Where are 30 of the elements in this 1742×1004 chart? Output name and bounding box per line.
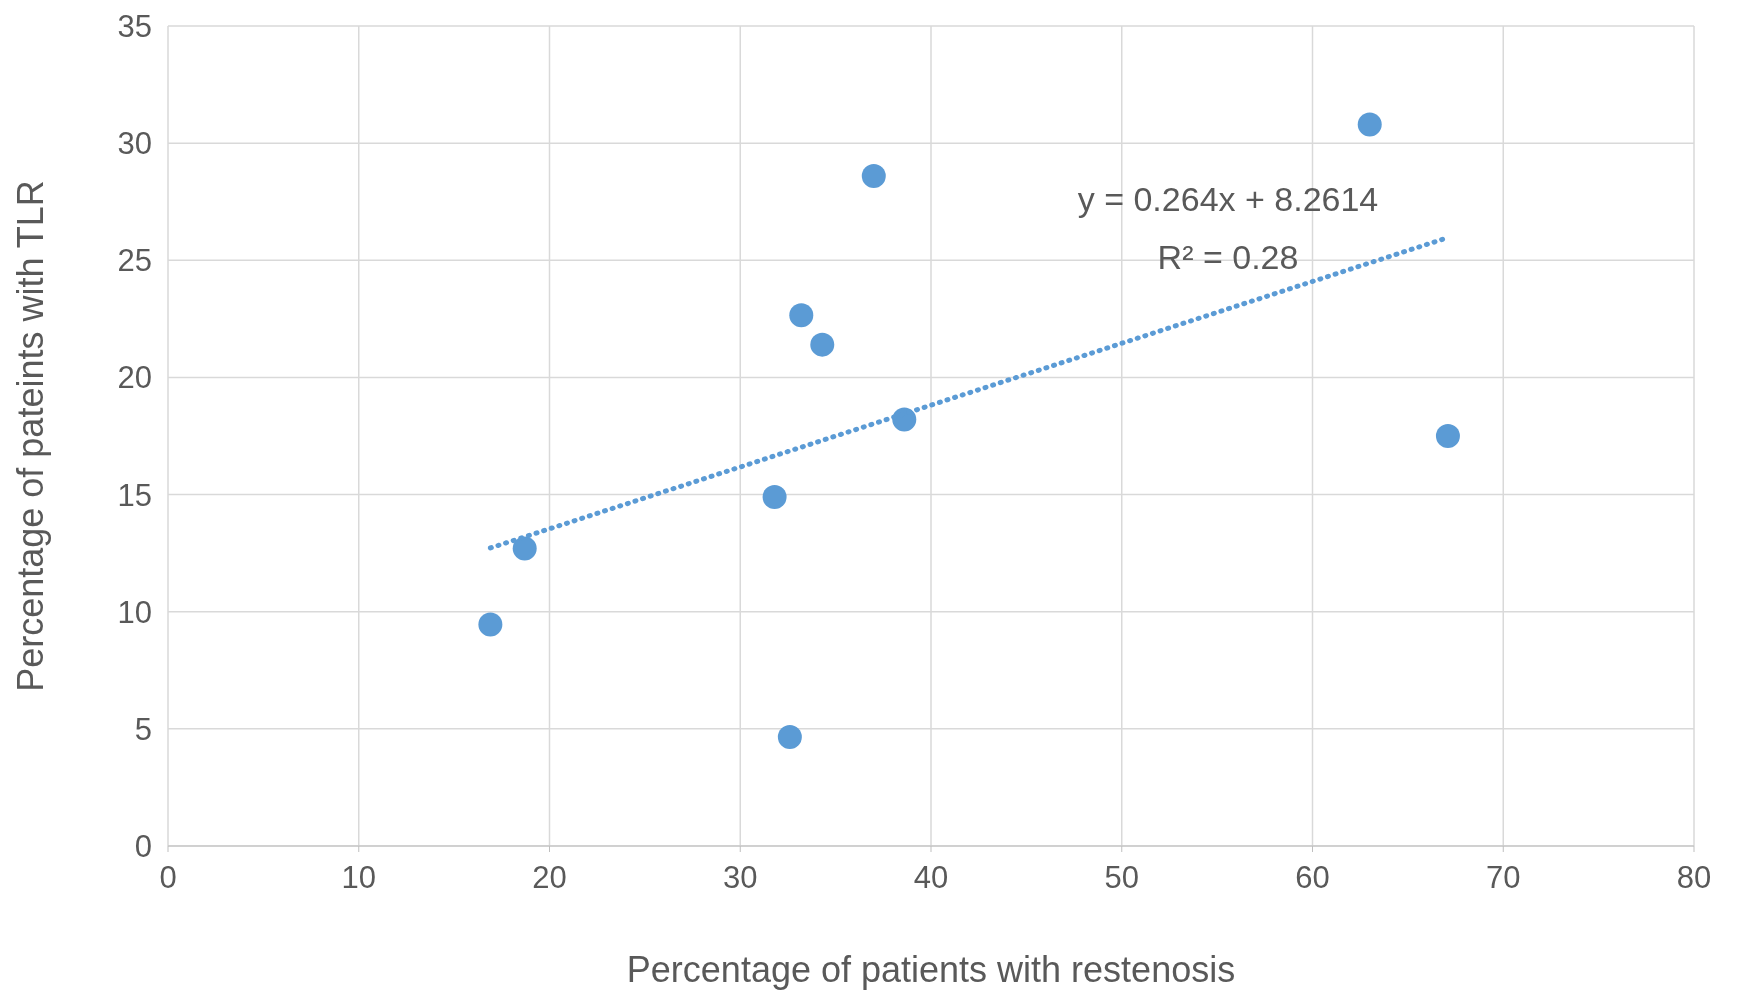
- x-tick-label: 20: [532, 860, 567, 896]
- x-tick-label: 10: [341, 860, 376, 896]
- point: [478, 612, 503, 637]
- x-tick-label: 0: [159, 860, 177, 896]
- y-tick-label: 10: [117, 594, 152, 630]
- x-tick-label: 60: [1295, 860, 1330, 896]
- x-tick-label: 50: [1104, 860, 1139, 896]
- annotation: y = 0.264x + 8.2614: [1076, 180, 1380, 219]
- x-tick-label: 80: [1676, 860, 1712, 896]
- y-tick-label: 15: [117, 477, 152, 513]
- y-tick-label: 30: [117, 126, 152, 162]
- y-tick-label: 20: [117, 360, 152, 396]
- y-tick-label: 0: [134, 829, 152, 865]
- x-axis-title: Percentage of patients with restenosis: [626, 949, 1236, 990]
- x-tick-label: 70: [1486, 860, 1521, 896]
- y-tick-label: 35: [117, 9, 152, 45]
- y-tick-label: 25: [117, 243, 152, 279]
- x-tick-label: 40: [913, 860, 949, 896]
- annotation: R² = 0.28: [1156, 238, 1300, 277]
- x-tick-label: 30: [723, 860, 758, 896]
- point: [810, 332, 835, 357]
- point: [777, 725, 802, 750]
- point: [861, 163, 886, 188]
- point: [789, 303, 814, 328]
- point: [512, 536, 537, 561]
- y-tick-label: 5: [134, 711, 152, 747]
- point: [1357, 112, 1382, 137]
- point: [1435, 424, 1460, 448]
- point: [762, 484, 787, 509]
- y-axis-title: Percentage of pateints with TLR: [9, 180, 51, 692]
